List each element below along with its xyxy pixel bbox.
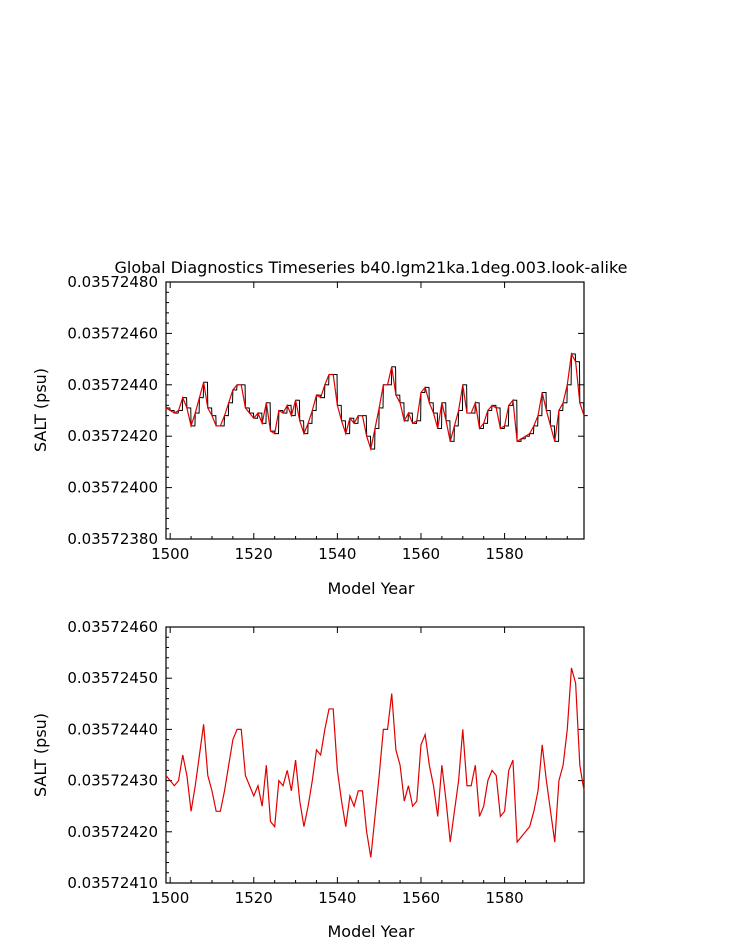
top-y-tick-label: 0.03572480 — [67, 273, 158, 291]
top-x-tick-label: 1500 — [151, 545, 189, 563]
bottom-plot-frame — [165, 626, 585, 884]
top-y-tick-label: 0.03572420 — [67, 427, 158, 445]
bottom-y-tick-label: 0.03572440 — [67, 720, 158, 738]
top-annual-series-line — [165, 352, 585, 452]
top-y-tick-label: 0.03572440 — [67, 376, 158, 394]
top-x-tick-label: 1560 — [402, 545, 440, 563]
bottom-y-tick-label: 0.03572450 — [67, 669, 158, 687]
bottom-x-tick-label: 1560 — [402, 889, 440, 907]
bottom-panel: 1500 1520 1540 1560 1580 0.03572410 0.03572420… — [31, 618, 585, 941]
top-x-tick-label: 1520 — [235, 545, 273, 563]
top-x-tick-label: 1540 — [318, 545, 356, 563]
bottom-x-tick-label: 1500 — [151, 889, 189, 907]
bottom-y-tick-label: 0.03572430 — [67, 772, 158, 790]
bottom-y-tick-label: 0.03572460 — [67, 618, 158, 636]
top-y-tick-label: 0.03572400 — [67, 479, 158, 497]
bottom-y-axis-label: SALT (psu) — [31, 713, 50, 797]
top-y-tick-label: 0.03572460 — [67, 324, 158, 342]
bottom-x-tick-label: 1580 — [485, 889, 523, 907]
top-panel: 1500 1520 1540 1560 1580 0.03572380 0.03572400… — [31, 273, 588, 598]
top-y-tick-label: 0.03572380 — [67, 530, 158, 548]
bottom-annual-series-line — [165, 667, 585, 858]
bottom-y-tick-label: 0.03572420 — [67, 823, 158, 841]
chart-title: Global Diagnostics Timeseries b40.lgm21k… — [114, 258, 627, 277]
bottom-x-tick-label: 1540 — [318, 889, 356, 907]
top-y-axis-label: SALT (psu) — [31, 368, 50, 452]
bottom-x-axis-label: Model Year — [328, 922, 415, 941]
top-x-axis-label: Model Year — [328, 579, 415, 598]
top-x-tick-label: 1580 — [485, 545, 523, 563]
bottom-x-tick-label: 1520 — [235, 889, 273, 907]
bottom-y-tick-label: 0.03572410 — [67, 874, 158, 892]
